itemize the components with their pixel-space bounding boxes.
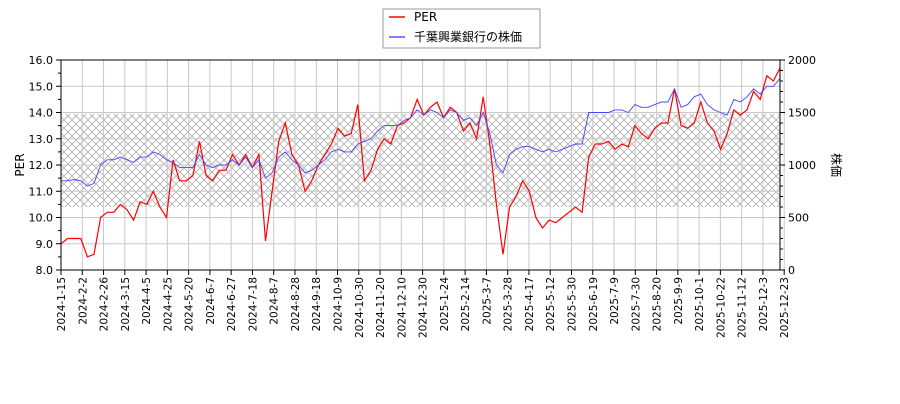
y2-tick-label: 500 [788, 212, 809, 225]
x-tick-label: 2024-4-25 [162, 277, 174, 331]
x-tick-label: 2024-12-10 [396, 277, 408, 338]
y-axis-left: 8.0 9.0 10.0 11.0 12.0 13.0 14.0 15.0 16.0 [29, 54, 62, 277]
x-tick-label: 2024-9-18 [311, 277, 323, 331]
y-tick-label: 15.0 [29, 80, 54, 93]
legend-label-price: 千葉興業銀行の株価 [414, 29, 522, 44]
x-tick-label: 2025-3-7 [481, 277, 493, 325]
y-axis-right: 0 500 1000 1500 2000 [780, 54, 816, 277]
y-tick-label: 8.0 [36, 264, 54, 277]
x-tick-label: 2025-11-12 [737, 277, 749, 338]
x-tick-label: 2025-8-20 [652, 277, 664, 331]
x-tick-label: 2025-9-9 [673, 277, 685, 325]
x-tick-label: 2025-7-30 [630, 277, 642, 331]
x-tick-label: 2024-10-30 [354, 277, 366, 338]
x-tick-label: 2024-2-26 [99, 277, 111, 332]
y-tick-label: 14.0 [29, 107, 54, 120]
y-tick-label: 11.0 [29, 185, 54, 198]
x-tick-label: 2024-6-7 [205, 277, 217, 325]
x-tick-label: 2024-10-9 [333, 277, 345, 331]
x-tick-label: 2024-8-7 [269, 277, 281, 325]
x-tick-label: 2024-6-27 [226, 277, 238, 331]
x-tick-label: 2025-5-12 [545, 277, 557, 331]
y2-tick-label: 1000 [788, 159, 816, 172]
x-tick-label: 2024-12-30 [418, 277, 430, 338]
x-tick-label: 2025-6-19 [588, 277, 600, 331]
x-tick-label: 2024-1-15 [56, 277, 68, 331]
y2-tick-label: 0 [788, 264, 795, 277]
legend-label-per: PER [414, 10, 437, 24]
x-tick-label: 2025-7-9 [609, 277, 621, 325]
x-tick-label: 2025-3-28 [503, 277, 515, 331]
x-tick-label: 2025-2-14 [460, 277, 472, 332]
y-tick-label: 16.0 [29, 54, 54, 67]
y-tick-label: 9.0 [36, 238, 54, 251]
x-tick-label: 2024-7-18 [247, 277, 259, 331]
x-tick-label: 2025-10-22 [715, 277, 727, 338]
x-axis: 2024-1-15 2024-2-2 2024-2-26 2024-3-15 2024-… [56, 270, 791, 338]
x-tick-label: 2024-5-20 [184, 277, 196, 331]
y-tick-label: 13.0 [29, 133, 54, 146]
x-tick-label: 2024-2-2 [77, 277, 89, 325]
x-tick-label: 2024-8-28 [290, 277, 302, 331]
x-tick-label: 2025-12-3 [758, 277, 770, 331]
x-tick-label: 2025-5-30 [566, 277, 578, 331]
y-tick-label: 10.0 [29, 212, 54, 225]
x-tick-label: 2024-4-5 [141, 277, 153, 325]
y2-tick-label: 1500 [788, 107, 816, 120]
y2-tick-label: 2000 [788, 54, 816, 67]
x-tick-label: 2025-1-24 [439, 277, 451, 332]
y-axis-label: PER [13, 153, 27, 176]
y2-axis-label: 株価 [829, 153, 844, 177]
x-tick-label: 2025-10-1 [694, 277, 706, 331]
x-tick-label: 2024-11-20 [375, 277, 387, 338]
x-tick-label: 2025-4-17 [524, 277, 536, 331]
y-tick-label: 12.0 [29, 159, 54, 172]
x-tick-label: 2025-12-23 [779, 277, 791, 338]
legend: PER 千葉興業銀行の株価 [383, 9, 540, 48]
x-tick-label: 2024-3-15 [120, 277, 132, 331]
